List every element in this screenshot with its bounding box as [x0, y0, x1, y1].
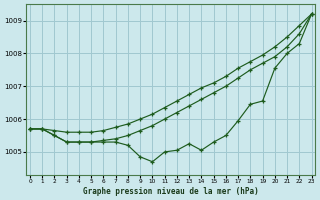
X-axis label: Graphe pression niveau de la mer (hPa): Graphe pression niveau de la mer (hPa)	[83, 187, 259, 196]
